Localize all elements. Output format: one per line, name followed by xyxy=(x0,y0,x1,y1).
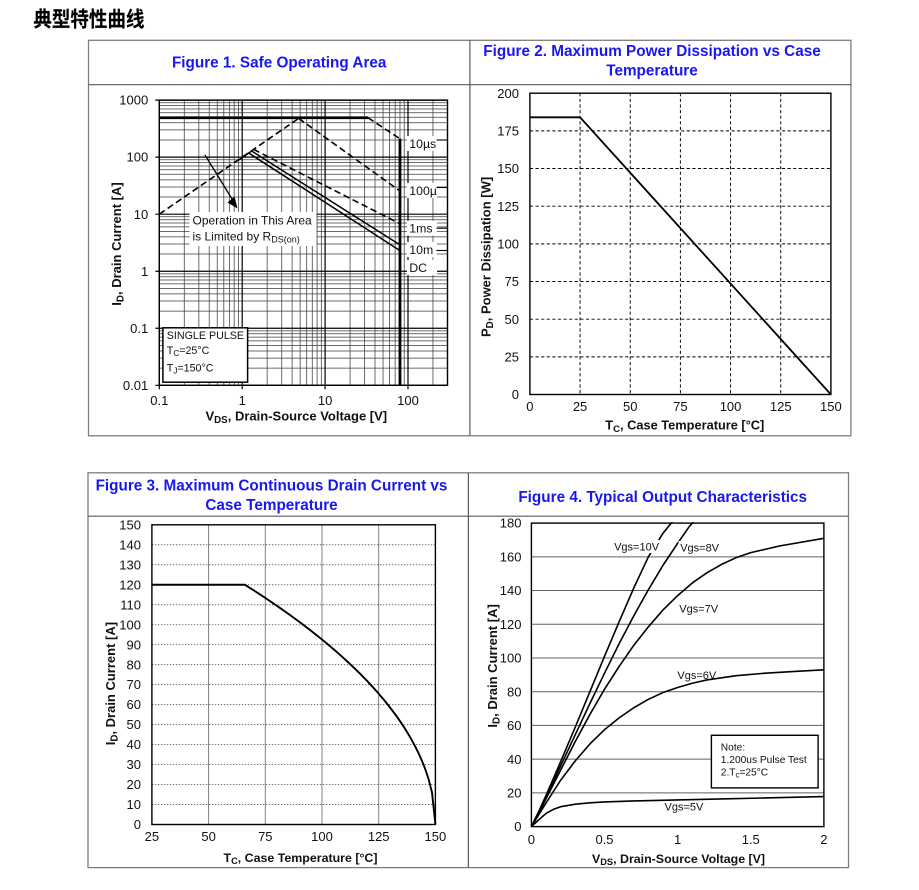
svg-text:0.1: 0.1 xyxy=(130,321,148,336)
svg-text:Figure 3. Maximum Continuous D: Figure 3. Maximum Continuous Drain Curre… xyxy=(96,478,448,495)
svg-text:10: 10 xyxy=(134,207,148,222)
svg-text:25: 25 xyxy=(573,399,587,414)
svg-text:60: 60 xyxy=(127,697,141,712)
svg-text:140: 140 xyxy=(119,537,141,552)
svg-text:Figure 1. Safe Operating Area: Figure 1. Safe Operating Area xyxy=(172,55,387,72)
svg-text:1: 1 xyxy=(674,832,681,847)
svg-text:1: 1 xyxy=(141,264,148,279)
svg-text:20: 20 xyxy=(127,777,141,792)
svg-text:TC, Case Temperature [°C]: TC, Case Temperature [°C] xyxy=(605,418,764,435)
svg-text:130: 130 xyxy=(119,557,141,572)
svg-text:175: 175 xyxy=(497,123,519,138)
svg-text:VDS, Drain-Source Voltage [V]: VDS, Drain-Source Voltage [V] xyxy=(205,409,387,426)
svg-text:20: 20 xyxy=(507,785,521,800)
svg-text:75: 75 xyxy=(673,399,687,414)
svg-text:1: 1 xyxy=(239,393,246,408)
svg-text:Vgs=8V: Vgs=8V xyxy=(680,543,719,555)
svg-text:90: 90 xyxy=(127,637,141,652)
svg-text:Figure 2. Maximum Power Dissip: Figure 2. Maximum Power Dissipation vs C… xyxy=(483,43,821,60)
svg-text:25: 25 xyxy=(145,829,159,844)
svg-text:Temperature: Temperature xyxy=(606,63,698,80)
svg-text:100: 100 xyxy=(397,393,419,408)
svg-text:ID, Drain Current [A]: ID, Drain Current [A] xyxy=(109,182,126,305)
svg-text:120: 120 xyxy=(119,577,141,592)
svg-text:10: 10 xyxy=(127,797,141,812)
svg-text:ID, Drain Current [A]: ID, Drain Current [A] xyxy=(103,622,120,745)
svg-text:TC=25°C: TC=25°C xyxy=(167,345,210,358)
svg-text:150: 150 xyxy=(497,161,519,176)
svg-text:10: 10 xyxy=(318,393,332,408)
svg-text:70: 70 xyxy=(127,677,141,692)
svg-text:1.5: 1.5 xyxy=(742,832,760,847)
svg-text:10µs: 10µs xyxy=(409,137,436,151)
svg-text:50: 50 xyxy=(201,829,215,844)
svg-text:Figure 4. Typical Output Chara: Figure 4. Typical Output Characteristics xyxy=(518,489,807,506)
svg-text:Note:: Note: xyxy=(721,743,745,754)
svg-text:1000: 1000 xyxy=(119,93,148,108)
svg-text:0: 0 xyxy=(512,387,519,402)
svg-text:40: 40 xyxy=(507,752,521,767)
svg-text:25: 25 xyxy=(505,349,519,364)
svg-text:0: 0 xyxy=(526,399,533,414)
svg-text:150: 150 xyxy=(820,399,842,414)
svg-text:100: 100 xyxy=(500,651,522,666)
svg-text:80: 80 xyxy=(507,684,521,699)
svg-text:180: 180 xyxy=(500,516,522,531)
svg-text:0: 0 xyxy=(528,832,535,847)
svg-text:VDS, Drain-Source Voltage [V]: VDS, Drain-Source Voltage [V] xyxy=(592,852,765,867)
svg-text:0.1: 0.1 xyxy=(150,393,168,408)
svg-text:100: 100 xyxy=(126,150,148,165)
svg-text:ID, Drain Current [A]: ID, Drain Current [A] xyxy=(485,604,502,727)
svg-text:200: 200 xyxy=(497,86,519,101)
svg-text:60: 60 xyxy=(507,718,521,733)
svg-text:TC, Case Temperature [°C]: TC, Case Temperature [°C] xyxy=(224,851,378,866)
svg-text:125: 125 xyxy=(770,399,792,414)
svg-text:Vgs=6V: Vgs=6V xyxy=(677,670,716,682)
svg-text:50: 50 xyxy=(505,312,519,327)
svg-text:100µ: 100µ xyxy=(409,184,437,198)
svg-text:Operation in This Area: Operation in This Area xyxy=(193,214,313,228)
svg-text:0: 0 xyxy=(514,819,521,834)
svg-text:80: 80 xyxy=(127,657,141,672)
svg-text:125: 125 xyxy=(368,829,390,844)
svg-text:Vgs=5V: Vgs=5V xyxy=(665,802,704,814)
svg-text:Vgs=10V: Vgs=10V xyxy=(614,542,660,554)
svg-text:75: 75 xyxy=(505,274,519,289)
svg-text:1.200us Pulse Test: 1.200us Pulse Test xyxy=(721,755,807,766)
svg-text:110: 110 xyxy=(120,597,141,612)
svg-text:50: 50 xyxy=(623,399,637,414)
svg-text:SINGLE PULSE: SINGLE PULSE xyxy=(167,330,244,342)
svg-text:10m: 10m xyxy=(409,243,433,257)
svg-text:Case Temperature: Case Temperature xyxy=(205,497,337,514)
svg-text:PD, Power Dissipation [W]: PD, Power Dissipation [W] xyxy=(479,177,496,337)
svg-text:125: 125 xyxy=(497,199,519,214)
svg-text:150: 150 xyxy=(425,829,447,844)
svg-text:0.01: 0.01 xyxy=(123,378,148,393)
svg-text:100: 100 xyxy=(119,617,141,632)
svg-text:0: 0 xyxy=(134,817,141,832)
svg-text:2.Tc=25°C: 2.Tc=25°C xyxy=(721,768,768,780)
svg-text:75: 75 xyxy=(258,829,272,844)
svg-text:140: 140 xyxy=(500,583,522,598)
svg-text:TJ=150°C: TJ=150°C xyxy=(167,363,214,376)
svg-text:2: 2 xyxy=(820,832,827,847)
svg-text:1ms: 1ms xyxy=(409,222,432,236)
svg-text:DC: DC xyxy=(409,261,427,275)
svg-text:0.5: 0.5 xyxy=(595,832,613,847)
svg-text:40: 40 xyxy=(127,737,141,752)
svg-text:160: 160 xyxy=(500,549,522,564)
svg-text:Vgs=7V: Vgs=7V xyxy=(679,604,718,616)
svg-text:100: 100 xyxy=(311,829,333,844)
svg-text:100: 100 xyxy=(720,399,742,414)
svg-text:50: 50 xyxy=(127,717,141,732)
svg-text:120: 120 xyxy=(500,617,522,632)
svg-text:150: 150 xyxy=(119,517,141,532)
svg-text:100: 100 xyxy=(497,236,519,251)
svg-text:30: 30 xyxy=(127,757,141,772)
